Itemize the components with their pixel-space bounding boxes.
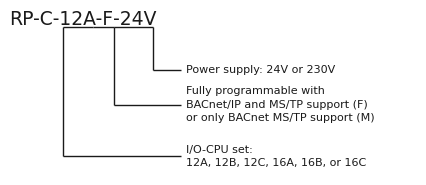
Text: Power supply: 24V or 230V: Power supply: 24V or 230V <box>186 65 335 75</box>
Text: Fully programmable with
BACnet/IP and MS/TP support (F)
or only BACnet MS/TP sup: Fully programmable with BACnet/IP and MS… <box>186 86 375 123</box>
Text: I/O-CPU set:
12A, 12B, 12C, 16A, 16B, or 16C: I/O-CPU set: 12A, 12B, 12C, 16A, 16B, or… <box>186 144 366 168</box>
Text: RP-C-12A-F-24V: RP-C-12A-F-24V <box>9 10 157 29</box>
